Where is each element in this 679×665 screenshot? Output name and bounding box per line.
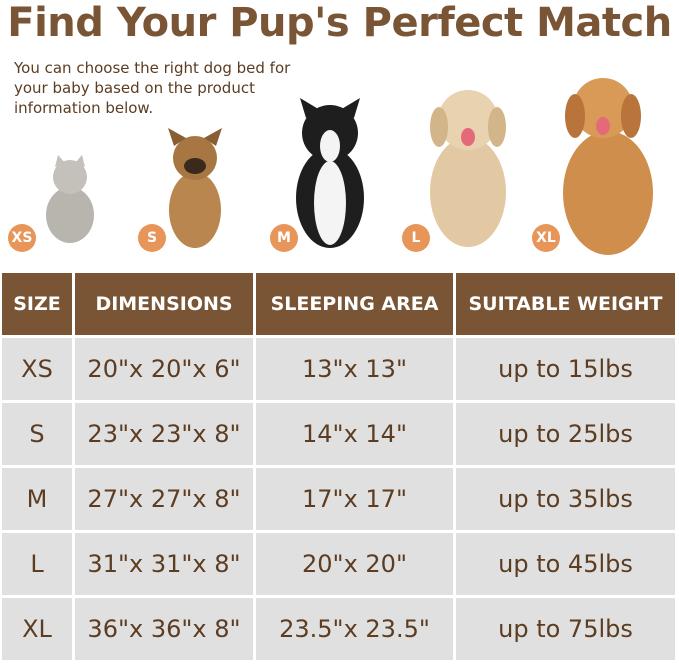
header-sleeping-area: SLEEPING AREA [256,273,453,335]
table-row: M 27"x 27"x 8" 17"x 17" up to 35lbs [2,468,675,530]
size-badge-xs: XS [8,224,36,252]
cell-dimensions: 36"x 36"x 8" [75,598,253,660]
cell-suitable-weight: up to 75lbs [456,598,675,660]
header-dimensions: DIMENSIONS [75,273,253,335]
size-badge-l: L [402,224,430,252]
subtitle: You can choose the right dog bed for you… [14,59,291,117]
border-collie-image [296,98,364,248]
cell-size: M [2,468,72,530]
size-badge-s: S [138,224,166,252]
cell-size: S [2,403,72,465]
cell-sleeping-area: 14"x 14" [256,403,453,465]
cell-size: XS [2,338,72,400]
table-row: L 31"x 31"x 8" 20"x 20" up to 45lbs [2,533,675,595]
cell-dimensions: 20"x 20"x 6" [75,338,253,400]
cell-suitable-weight: up to 25lbs [456,403,675,465]
cell-sleeping-area: 23.5"x 23.5" [256,598,453,660]
table-row: XL 36"x 36"x 8" 23.5"x 23.5" up to 75lbs [2,598,675,660]
french-bulldog-image [168,128,222,248]
cell-size: L [2,533,72,595]
page-title: Find Your Pup's Perfect Match [7,0,672,46]
table-row: S 23"x 23"x 8" 14"x 14" up to 25lbs [2,403,675,465]
cell-dimensions: 23"x 23"x 8" [75,403,253,465]
cell-sleeping-area: 17"x 17" [256,468,453,530]
header-size: SIZE [2,273,72,335]
cell-suitable-weight: up to 15lbs [456,338,675,400]
cell-dimensions: 27"x 27"x 8" [75,468,253,530]
size-badge-m: M [270,224,298,252]
table-row: XS 20"x 20"x 6" 13"x 13" up to 15lbs [2,338,675,400]
cell-dimensions: 31"x 31"x 8" [75,533,253,595]
cat-image [46,155,94,243]
size-badge-xl: XL [532,224,560,252]
cell-size: XL [2,598,72,660]
cell-suitable-weight: up to 45lbs [456,533,675,595]
golden-retriever-image [563,78,653,255]
cell-sleeping-area: 13"x 13" [256,338,453,400]
header-suitable-weight: SUITABLE WEIGHT [456,273,675,335]
cell-sleeping-area: 20"x 20" [256,533,453,595]
golden-retriever-light-image [430,90,506,247]
cell-suitable-weight: up to 35lbs [456,468,675,530]
size-table: SIZE DIMENSIONS SLEEPING AREA SUITABLE W… [0,270,678,663]
table-header-row: SIZE DIMENSIONS SLEEPING AREA SUITABLE W… [2,273,675,335]
